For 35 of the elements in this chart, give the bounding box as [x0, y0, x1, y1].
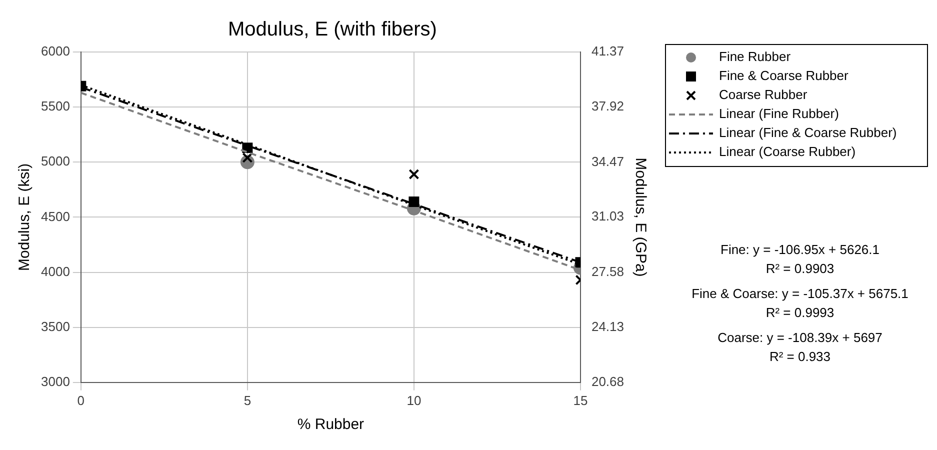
y2-tick-label: 34.47	[591, 154, 624, 169]
text: Coarse: y = -108.39x + 5697	[716, 329, 884, 347]
y-tick-label: 5000	[41, 154, 70, 169]
legend-label: Fine Rubber	[719, 49, 792, 64]
point	[408, 169, 420, 180]
legend-label: Fine & Coarse Rubber	[719, 68, 850, 84]
y2-tick-label: 20.68	[591, 374, 624, 389]
y-tick-label: 6000	[41, 44, 70, 59]
text: R² = 0.9993	[764, 304, 836, 322]
y-tick-label: 5500	[41, 98, 70, 114]
y2-axis-title: Modulus, E (GPa)	[632, 158, 649, 277]
legend-label: Linear (Fine & Coarse Rubber)	[719, 125, 897, 140]
x-tick-label: 5	[244, 392, 252, 408]
legend-label: Linear (Coarse Rubber)	[719, 144, 856, 160]
y-tick-label: 4500	[41, 208, 70, 224]
x-axis-title: % Rubber	[297, 416, 364, 434]
y2-tick-label: 27.58	[591, 264, 624, 279]
text: Fine: y = -106.95x + 5626.1	[720, 241, 880, 259]
y2-tick-label: 37.92	[591, 98, 624, 114]
y-tick-label: 4000	[41, 264, 70, 279]
y2-tick-label: 24.13	[591, 318, 624, 334]
text: Fine & Coarse: y = -105.37x + 5675.1	[690, 285, 910, 303]
y2-tick-label: 31.03	[591, 208, 624, 224]
text: R² = 0.933	[768, 348, 832, 366]
x-tick-label: 0	[77, 392, 85, 408]
legend-label: Coarse Rubber	[719, 87, 808, 102]
y-axis-title: Modulus, E (ksi)	[16, 163, 34, 271]
legend-label: Linear (Fine Rubber)	[719, 106, 839, 122]
x-tick-label: 15	[573, 392, 588, 408]
y2-tick-label: 41.37	[591, 44, 624, 59]
chart-title: Modulus, E (with fibers)	[228, 18, 437, 41]
y-tick-label: 3500	[41, 318, 70, 334]
text: R² = 0.9903	[764, 260, 836, 278]
x-tick-label: 10	[406, 392, 422, 408]
y-tick-label: 3000	[41, 374, 70, 389]
